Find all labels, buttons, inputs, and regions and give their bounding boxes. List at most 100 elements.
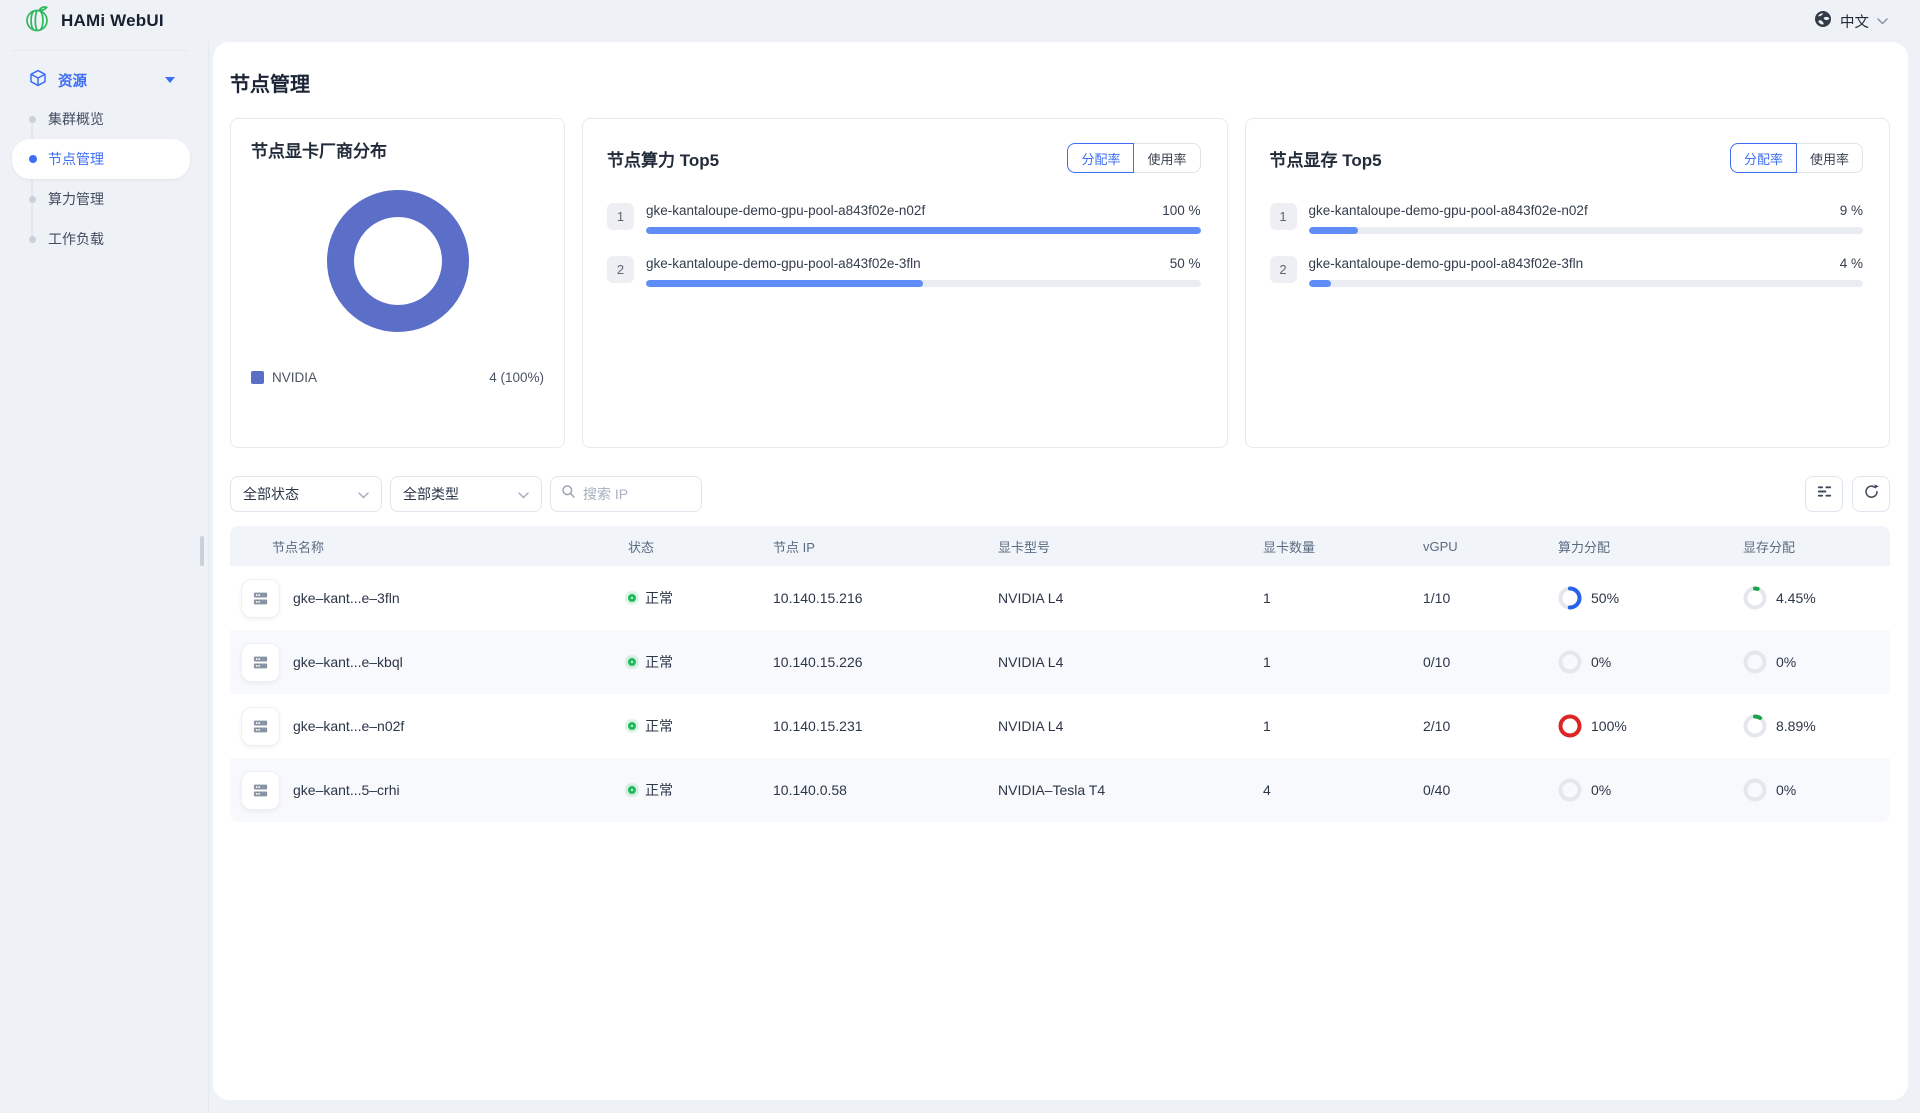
sidebar-group-resources[interactable]: 资源 [0, 63, 208, 97]
vgpu-ratio: 0/10 [1415, 654, 1550, 670]
language-switcher[interactable]: 中文 [1814, 10, 1888, 32]
sidebar-item-cluster-overview[interactable]: 集群概览 [0, 99, 208, 139]
table-settings-button[interactable] [1805, 476, 1843, 512]
usage-rate-tab[interactable]: 使用率 [1134, 143, 1200, 173]
gpu-vendor-card: 节点显卡厂商分布 NVIDIA 4 (100%) [230, 118, 565, 448]
node-name: gke-kantaloupe-demo-gpu-pool-a843f02e-3f… [1309, 256, 1584, 271]
sidebar-item-workloads[interactable]: 工作负载 [0, 219, 208, 259]
chevron-down-icon [1877, 13, 1888, 29]
caret-down-icon [165, 77, 175, 83]
node-name: gke–kant...e–3fln [293, 590, 400, 606]
progress-track [1309, 280, 1864, 287]
search-input[interactable] [583, 486, 688, 502]
legend-item-nvidia[interactable]: NVIDIA 4 (100%) [251, 370, 544, 385]
memory-alloc-value: 0% [1776, 654, 1796, 670]
compute-alloc-ring [1558, 586, 1582, 610]
app-title: HAMi WebUI [61, 11, 164, 31]
gpu-model: NVIDIA L4 [990, 590, 1255, 606]
col-header-memory-alloc: 显存分配 [1735, 537, 1890, 556]
table-row[interactable]: gke–kant...e–kbql 正常 10.140.15.226 NVIDI… [230, 630, 1890, 694]
compute-rate-toggle: 分配率 使用率 [1067, 143, 1200, 173]
node-name: gke–kant...e–kbql [293, 654, 403, 670]
table-row[interactable]: gke–kant...e–3fln 正常 10.140.15.216 NVIDI… [230, 566, 1890, 630]
compute-alloc-value: 0% [1591, 782, 1611, 798]
timeline-dot [29, 236, 36, 243]
gpu-count: 1 [1255, 654, 1415, 670]
sidebar-item-node-management[interactable]: 节点管理 [12, 139, 190, 179]
top5-item: 1 gke-kantaloupe-demo-gpu-pool-a843f02e-… [607, 203, 1201, 234]
col-header-vgpu: vGPU [1415, 539, 1550, 554]
col-header-gpu-model: 显卡型号 [990, 537, 1255, 556]
legend-swatch [251, 371, 264, 384]
top5-item: 2 gke-kantaloupe-demo-gpu-pool-a843f02e-… [607, 256, 1201, 287]
memory-alloc-ring [1743, 778, 1767, 802]
alloc-rate-tab[interactable]: 分配率 [1067, 143, 1134, 173]
refresh-button[interactable] [1852, 476, 1890, 512]
server-node-icon [242, 772, 279, 809]
table-header: 节点名称 状态 节点 IP 显卡型号 显卡数量 vGPU 算力分配 显存分配 [230, 526, 1890, 566]
sidebar-divider [12, 50, 188, 51]
compute-alloc-value: 50% [1591, 590, 1619, 606]
vgpu-ratio: 2/10 [1415, 718, 1550, 734]
rank-badge: 1 [607, 203, 634, 230]
status-ok-icon [628, 722, 636, 730]
type-filter-select[interactable]: 全部类型 [390, 476, 542, 512]
memory-rate-toggle: 分配率 使用率 [1730, 143, 1863, 173]
progress-track [646, 227, 1201, 234]
table-settings-icon [1816, 483, 1833, 505]
status-ok-icon [628, 594, 636, 602]
gpu-model: NVIDIA L4 [990, 718, 1255, 734]
node-name: gke–kant...e–n02f [293, 718, 404, 734]
status-ok-icon [628, 786, 636, 794]
sidebar-item-label: 工作负载 [48, 229, 104, 249]
server-node-icon [242, 644, 279, 681]
timeline-dot [29, 196, 36, 203]
card-title: 节点显卡厂商分布 [251, 137, 544, 162]
compute-alloc-ring [1558, 778, 1582, 802]
vgpu-ratio: 1/10 [1415, 590, 1550, 606]
brand: HAMi WebUI [24, 5, 164, 38]
percent-value: 4 % [1840, 256, 1863, 271]
node-ip: 10.140.15.226 [765, 654, 990, 670]
vendor-donut-chart [327, 190, 469, 332]
resource-cube-icon [29, 69, 47, 92]
node-name: gke-kantaloupe-demo-gpu-pool-a843f02e-n0… [1309, 203, 1588, 218]
globe-icon [1814, 10, 1832, 32]
sidebar-items: 集群概览 节点管理 算力管理 工作负载 [0, 99, 208, 259]
table-row[interactable]: gke–kant...e–n02f 正常 10.140.15.231 NVIDI… [230, 694, 1890, 758]
sidebar-item-compute-management[interactable]: 算力管理 [0, 179, 208, 219]
node-name: gke–kant...5–crhi [293, 782, 400, 798]
type-filter-value: 全部类型 [403, 484, 459, 504]
alloc-rate-tab[interactable]: 分配率 [1730, 143, 1797, 173]
node-ip: 10.140.15.216 [765, 590, 990, 606]
status-filter-select[interactable]: 全部状态 [230, 476, 382, 512]
percent-value: 100 % [1162, 203, 1200, 218]
top-header: HAMi WebUI 中文 [0, 0, 1920, 42]
search-icon [561, 484, 576, 504]
progress-fill [1309, 227, 1359, 234]
status-ok-icon [628, 658, 636, 666]
memory-top5-card: 节点显存 Top5 分配率 使用率 1 gke-kantaloupe-demo-… [1245, 118, 1891, 448]
card-title: 节点算力 Top5 [607, 146, 719, 171]
legend-value: 4 (100%) [489, 370, 544, 385]
rank-badge: 2 [607, 256, 634, 283]
hami-logo-icon [24, 5, 52, 38]
sidebar-item-label: 集群概览 [48, 109, 104, 129]
gpu-model: NVIDIA L4 [990, 654, 1255, 670]
percent-value: 9 % [1840, 203, 1863, 218]
node-name: gke-kantaloupe-demo-gpu-pool-a843f02e-n0… [646, 203, 925, 218]
top5-item: 1 gke-kantaloupe-demo-gpu-pool-a843f02e-… [1270, 203, 1864, 234]
sidebar-resize-handle[interactable] [200, 536, 204, 566]
percent-value: 50 % [1170, 256, 1201, 271]
table-row[interactable]: gke–kant...5–crhi 正常 10.140.0.58 NVIDIA–… [230, 758, 1890, 822]
memory-alloc-value: 4.45% [1776, 590, 1816, 606]
progress-track [1309, 227, 1864, 234]
col-header-compute-alloc: 算力分配 [1550, 537, 1735, 556]
chevron-down-icon [358, 486, 369, 502]
memory-alloc-value: 8.89% [1776, 718, 1816, 734]
sidebar-item-label: 节点管理 [48, 149, 104, 169]
status-filter-value: 全部状态 [243, 484, 299, 504]
usage-rate-tab[interactable]: 使用率 [1797, 143, 1863, 173]
sidebar-item-label: 算力管理 [48, 189, 104, 209]
compute-top5-card: 节点算力 Top5 分配率 使用率 1 gke-kantaloupe-demo-… [582, 118, 1228, 448]
